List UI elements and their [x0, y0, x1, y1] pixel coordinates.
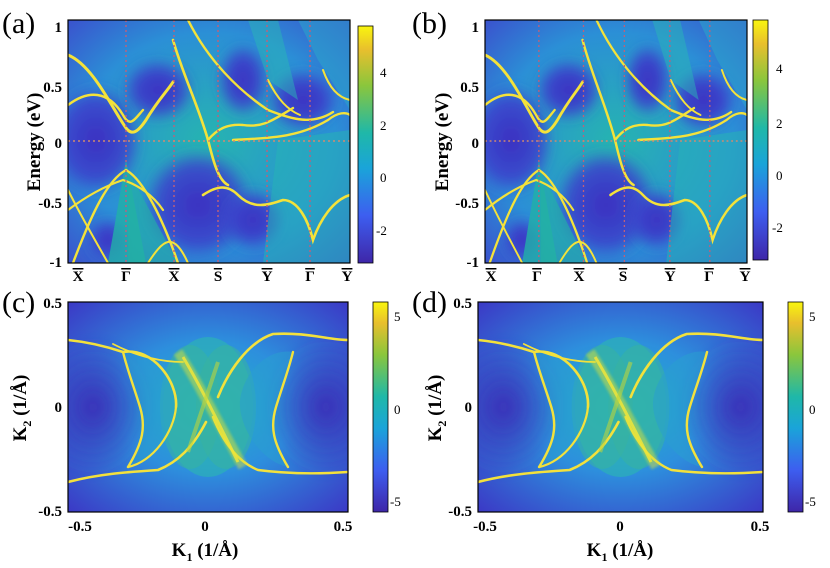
- panel-c-ytick: -0.5: [38, 504, 62, 520]
- panel-b-ytick: -1: [467, 255, 480, 271]
- panel-c-ylabel-unit: (1/Å): [10, 375, 31, 421]
- panel-b-xticks: X Γ X S Y Γ Y: [486, 269, 751, 285]
- panel-d-colorbar: 5 0 -5: [787, 301, 816, 513]
- panel-c-heatmap: [33, 302, 386, 512]
- panel-d-ytick: -0.5: [448, 504, 472, 520]
- panel-a: (a) 1 0.5 0 -0.5 -1 Energy (eV) X Γ X S …: [2, 7, 387, 285]
- panel-a-frame: [67, 19, 351, 264]
- panel-b-xtick: X: [486, 269, 497, 285]
- panel-a-xtick: X: [169, 269, 180, 285]
- panel-a-ytick: 0.5: [43, 80, 62, 96]
- panel-d-ylabel-k: K: [425, 426, 446, 441]
- panel-d-xlabel-sub: 1: [601, 550, 607, 564]
- panel-a-xtick: S: [214, 269, 222, 285]
- panel-b-colorbar-tick: 4: [776, 61, 783, 76]
- panel-a-xticks: X Γ X S Y Γ Y: [73, 269, 353, 285]
- panel-d-colorbar-tick: 0: [809, 402, 816, 417]
- panel-a-colorbar-tick: 2: [380, 118, 387, 133]
- panel-b-xtick: Γ: [704, 269, 714, 285]
- panel-b-label: (b): [412, 7, 447, 40]
- panel-a-ytick: 0: [55, 136, 63, 152]
- panel-c-xtick: -0.5: [68, 519, 92, 535]
- panel-d-xtick: 0: [616, 519, 624, 535]
- panel-b: (b) 1 0.5 0 -0.5 -1 Energy (eV) X Γ X S …: [412, 7, 783, 285]
- panel-b-colorbar: 4 2 0 -2: [752, 19, 783, 261]
- panel-b-xtick: Γ: [532, 269, 542, 285]
- panel-d-xlabel-k: K: [587, 540, 602, 561]
- panel-a-ylabel: Energy (eV): [24, 93, 45, 192]
- panel-c-xlabel-k: K: [172, 540, 187, 561]
- panel-a-ytick: -1: [50, 255, 63, 271]
- panel-d-colorbar-tick: -5: [805, 494, 816, 509]
- panel-d-ylabel-sub: 2: [435, 421, 449, 427]
- panel-d-ylabel-unit: (1/Å): [425, 375, 446, 421]
- panel-c-frame: [67, 301, 349, 513]
- panel-a-label: (a): [2, 7, 35, 40]
- panel-c-colorbar: 5 0 -5: [372, 301, 401, 513]
- panel-a-heatmap: [51, 20, 350, 263]
- panel-a-colorbar: 4 2 0 -2: [357, 25, 387, 264]
- panel-b-xtick: X: [574, 269, 585, 285]
- panel-c-ytick: 0: [55, 400, 63, 416]
- panel-c-xtick: 0: [201, 519, 209, 535]
- panel-c-colorbar-gradient: [372, 301, 389, 513]
- panel-a-ytick: 1: [55, 20, 63, 36]
- panel-a-xtick: Γ: [305, 269, 315, 285]
- panel-d-frame: [477, 301, 764, 513]
- panel-a-colorbar-tick: 0: [380, 170, 387, 185]
- panel-d-colorbar-tick: 5: [809, 309, 816, 324]
- panel-c: (c) 0.5 0 -0.5 K2 (1/Å) -0.5 0 0.5 K1 (1…: [2, 286, 401, 564]
- panel-b-xtick: Y: [740, 269, 751, 285]
- panel-a-colorbar-tick: 4: [380, 65, 387, 80]
- panel-a-xtick: Γ: [121, 269, 131, 285]
- panel-b-colorbar-tick: -2: [772, 220, 783, 235]
- panel-c-ylabel: K2 (1/Å): [10, 375, 34, 442]
- panel-d: (d) 0.5 0 -0.5 K2 (1/Å) -0.5 0 0.5 K1 (1…: [412, 286, 816, 564]
- panel-c-xlabel-sub: 1: [186, 550, 192, 564]
- panel-b-colorbar-gradient: [752, 19, 769, 261]
- panel-d-xlabel-unit: (1/Å): [607, 540, 653, 561]
- panel-c-label: (c): [2, 286, 35, 319]
- panel-c-xtick: 0.5: [334, 519, 353, 535]
- panel-c-colorbar-tick: 0: [394, 402, 401, 417]
- panel-b-xtick: Y: [665, 269, 676, 285]
- panel-d-ytick: 0.5: [453, 296, 472, 312]
- panel-c-colorbar-tick: 5: [394, 309, 401, 324]
- panel-b-frame: [484, 19, 748, 264]
- panel-d-colorbar-gradient: [787, 301, 804, 513]
- panel-a-xtick: Y: [342, 269, 353, 285]
- panel-a-xtick: X: [73, 269, 84, 285]
- panel-b-ytick: 0.5: [460, 80, 479, 96]
- panel-d-xtick: -0.5: [473, 519, 497, 535]
- panel-d-xlabel: K1 (1/Å): [587, 540, 654, 564]
- panel-b-heatmap: [469, 20, 747, 263]
- panel-b-ytick: -0.5: [455, 196, 479, 212]
- panel-b-colorbar-tick: 2: [776, 116, 783, 131]
- panel-d-xtick: 0.5: [751, 519, 770, 535]
- panel-c-ylabel-k: K: [10, 426, 31, 441]
- panel-c-xlabel-unit: (1/Å): [192, 540, 238, 561]
- panel-a-xtick: Y: [262, 269, 273, 285]
- panel-c-xlabel: K1 (1/Å): [172, 540, 239, 564]
- panel-c-colorbar-tick: -5: [390, 494, 401, 509]
- panel-b-colorbar-tick: 0: [776, 168, 783, 183]
- panel-b-ytick: 0: [472, 136, 480, 152]
- panel-d-heatmap: [442, 302, 801, 512]
- panel-a-colorbar-gradient: [357, 25, 374, 264]
- panel-d-ylabel: K2 (1/Å): [425, 375, 449, 442]
- panel-d-ytick: 0: [465, 400, 473, 416]
- panel-c-ylabel-sub: 2: [20, 421, 34, 427]
- panel-a-ytick: -0.5: [38, 196, 62, 212]
- panel-b-ylabel: Energy (eV): [432, 93, 453, 192]
- panel-a-colorbar-tick: -2: [376, 223, 387, 238]
- panel-b-ytick: 1: [472, 20, 480, 36]
- panel-b-xtick: S: [619, 269, 627, 285]
- panel-d-label: (d): [412, 286, 447, 319]
- panel-c-ytick: 0.5: [43, 296, 62, 312]
